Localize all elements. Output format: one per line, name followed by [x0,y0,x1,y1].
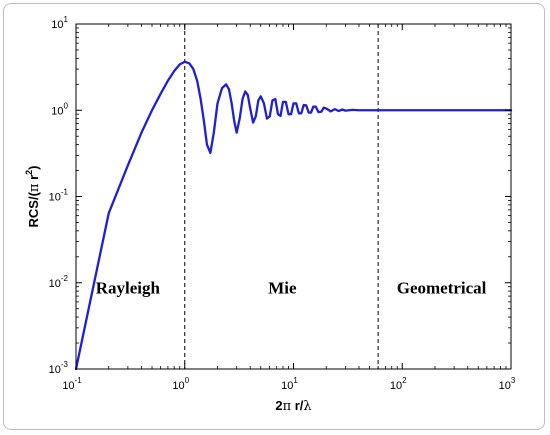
y-tick-label-0: 10-3 [49,360,69,376]
y-tick-label-4: 101 [51,15,68,31]
y-tick-label-1: 10-2 [49,274,69,290]
plot-area [76,24,511,369]
y-axis-title: RCS/(π r2) [24,166,42,228]
x-tick-label-2: 101 [281,376,298,392]
region-label-geometrical: Geometrical [397,279,487,298]
y-tick-label-2: 10-1 [49,188,69,204]
region-label-rayleigh: Rayleigh [96,279,161,298]
series-line-0 [74,60,513,371]
y-tick-label-3: 100 [51,101,68,117]
x-tick-label-0: 10-1 [62,376,82,392]
x-axis-title: 2π r/λ [275,398,311,414]
x-tick-label-1: 100 [172,376,189,392]
x-tick-label-4: 103 [499,376,516,392]
x-tick-label-3: 102 [390,376,407,392]
region-label-mie: Mie [268,279,297,298]
